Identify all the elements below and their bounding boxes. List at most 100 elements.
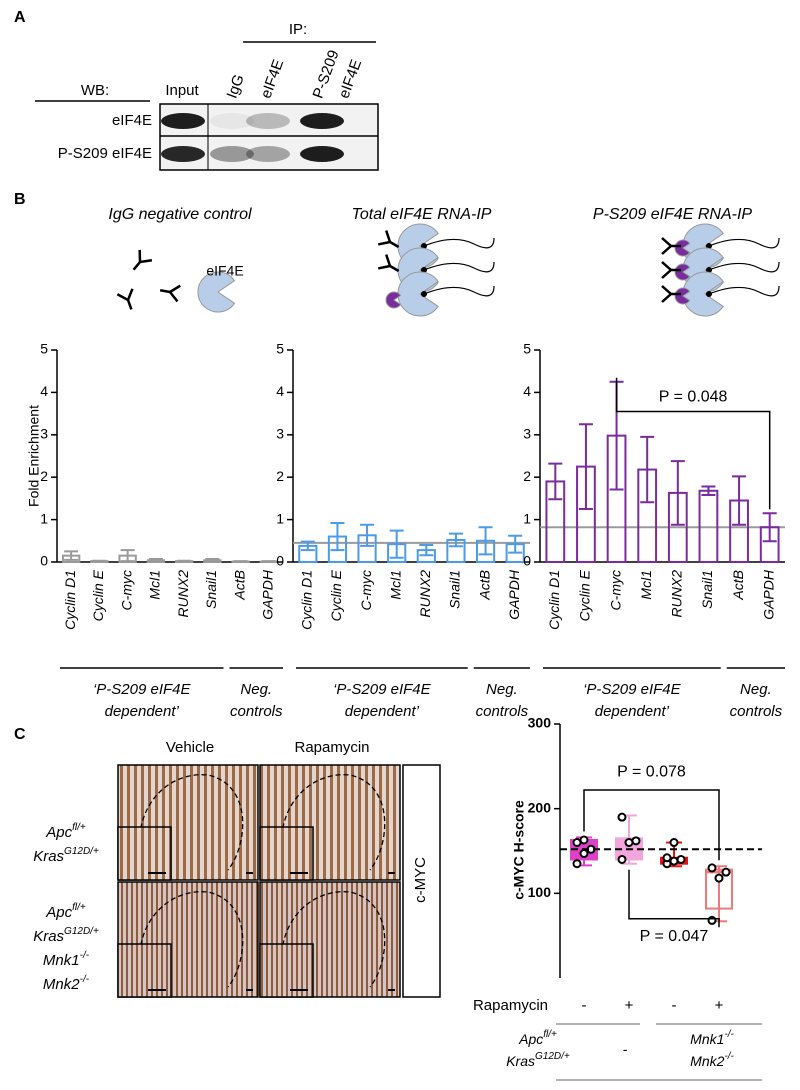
lane-label: eIF4E [336, 57, 366, 100]
y-tick-label: 5 [276, 341, 284, 357]
x-tick-label: Cyclin D1 [299, 570, 315, 630]
error-bar [448, 532, 463, 548]
annotation: P = 0.047 [640, 928, 709, 945]
x-tick-label: Snail1 [699, 570, 715, 609]
x-tick-label: C-myc [118, 570, 134, 610]
error-bar [300, 540, 315, 552]
panel-label: B [14, 191, 26, 208]
group-label: Neg. [740, 681, 772, 698]
cap [421, 291, 427, 297]
gene: Kras [33, 928, 64, 945]
eif4e-icon [674, 263, 691, 281]
error-bar [508, 534, 523, 554]
band [300, 113, 344, 129]
x-tick-label: Cyclin E [328, 569, 344, 621]
gene: Mnk2 [690, 1053, 724, 1069]
column-label: Vehicle [166, 739, 214, 756]
group-label: dependent’ [595, 703, 670, 720]
y-tick-label: 3 [276, 426, 284, 442]
gene: Kras [33, 848, 64, 865]
y-tick-label: 4 [523, 383, 531, 399]
eif4e-icon [197, 271, 236, 313]
x-tick-label: Mcl1 [638, 570, 654, 600]
data-point [579, 849, 589, 859]
genotype-label: Mnk1-/- [690, 1029, 734, 1047]
y-tick-label: 0 [40, 553, 48, 569]
superscript: -/- [724, 1051, 734, 1062]
mrna [708, 285, 780, 297]
gene: Mnk1 [690, 1031, 724, 1047]
y-tick-label: 3 [523, 426, 531, 442]
x-tick-label: ActB [231, 570, 247, 601]
genotype-label: Mnk2-/- [43, 974, 90, 993]
data-point [617, 854, 627, 864]
group-label: ‘P-S209 eIF4E [333, 681, 432, 698]
error-bar [732, 475, 747, 526]
data-point [572, 859, 582, 869]
y-tick-label: 4 [40, 383, 48, 399]
mrna [423, 285, 495, 297]
antibody-icon [159, 284, 181, 303]
mrna [708, 261, 780, 273]
antibody-shape [661, 285, 681, 303]
y-tick-label: 2 [276, 468, 284, 484]
y-tick-label: 100 [528, 884, 552, 900]
inset [259, 943, 314, 998]
stain-label: c-MYC [412, 857, 429, 903]
antibody-icon [116, 288, 134, 310]
data-point [714, 873, 724, 883]
genotype-label: Mnk2-/- [690, 1051, 734, 1069]
group-label: controls [730, 703, 783, 720]
cap [421, 243, 427, 249]
data-point [572, 838, 582, 848]
error-bar [670, 460, 685, 526]
inset [117, 826, 172, 881]
error-bar [261, 560, 276, 563]
row-label: P-S209 eIF4E [58, 145, 152, 162]
gene: Mnk2 [43, 976, 80, 993]
stain-box [402, 764, 441, 998]
x-tick-label: RUNX2 [417, 570, 433, 618]
group-label: Neg. [486, 681, 518, 698]
chart-title: Total eIF4E RNA-IP [352, 206, 492, 223]
y-tick-label: 2 [523, 468, 531, 484]
group-label: dependent’ [345, 703, 420, 720]
data-point [669, 838, 679, 848]
antibody-shape [377, 254, 400, 273]
error-bar [330, 521, 345, 552]
x-tick-label: GAPDH [760, 569, 776, 620]
inset [259, 826, 314, 881]
error-bar [92, 559, 107, 563]
antibody-icon [132, 249, 153, 271]
x-tick-label: Snail1 [447, 570, 463, 609]
error-bar [419, 544, 434, 557]
treatment-value: - [582, 997, 587, 1014]
superscript: -/- [724, 1029, 734, 1040]
y-tick-label: 1 [276, 510, 284, 526]
micrograph [259, 764, 401, 881]
antibody-shape [132, 249, 153, 271]
error-bar [177, 559, 192, 563]
group-label: controls [230, 703, 283, 720]
data-point [579, 835, 589, 845]
y-axis-label: Fold Enrichment [26, 405, 42, 507]
data-point [624, 838, 634, 848]
data-point [676, 854, 686, 864]
data-point [707, 915, 717, 925]
treatment-value: - [672, 997, 677, 1014]
y-tick-label: 5 [40, 341, 48, 357]
mrna [423, 237, 495, 249]
eif4e-icon [674, 287, 691, 305]
genotype-label: - [623, 1041, 628, 1057]
wb-label: WB: [81, 82, 109, 99]
x-tick-label: ActB [476, 570, 492, 601]
cap [706, 267, 712, 273]
band [246, 113, 290, 129]
icon-label: eIF4E [206, 263, 243, 279]
error-bar [701, 485, 716, 497]
data-point [669, 856, 679, 866]
chart-title: IgG negative control [108, 206, 252, 223]
antibody-icon [377, 254, 400, 273]
y-tick-label: 4 [276, 383, 284, 399]
